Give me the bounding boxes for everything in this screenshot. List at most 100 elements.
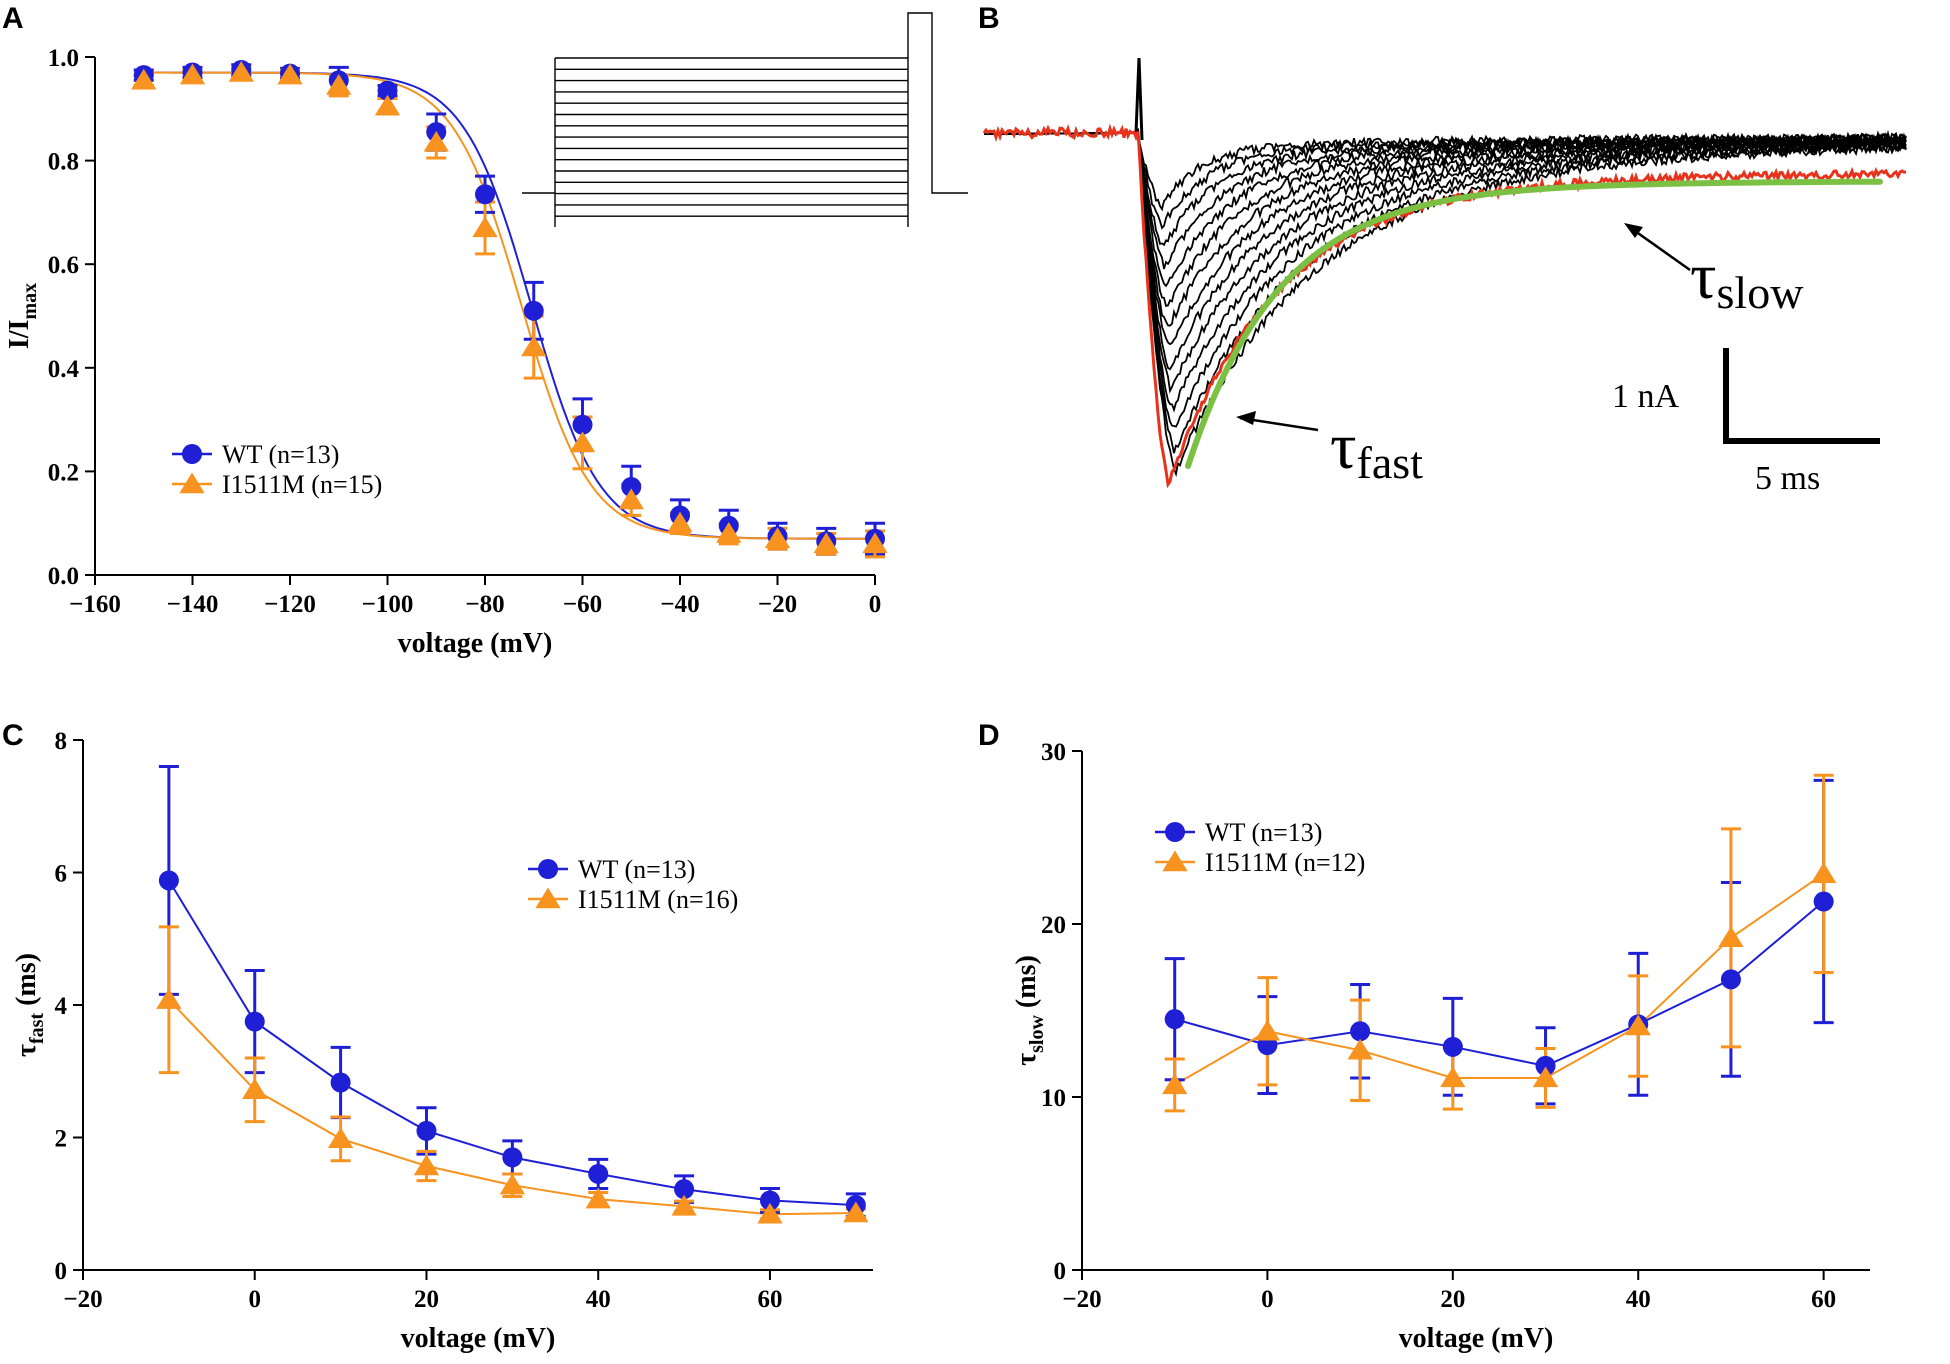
y-axis-label-main: I/I bbox=[4, 320, 35, 350]
i1511m-marker bbox=[179, 472, 205, 494]
i1511m-marker bbox=[472, 216, 498, 238]
current-trace bbox=[983, 132, 1907, 394]
y-axis-label-main: τ bbox=[11, 1044, 42, 1057]
y-tick-label: 20 bbox=[1041, 912, 1066, 939]
i1511m-marker bbox=[1162, 850, 1188, 872]
i1511m-marker bbox=[667, 511, 693, 533]
y-axis-label-subscript: slow bbox=[1026, 1015, 1048, 1053]
y-tick-label: 30 bbox=[1041, 739, 1066, 766]
i1511m-marker bbox=[585, 1187, 611, 1209]
panel-b-current-traces: τfast τslow 1 nA 5 ms bbox=[982, 57, 1907, 497]
x-tick-label: −160 bbox=[69, 591, 121, 618]
wt-marker bbox=[475, 184, 495, 205]
i1511m-marker bbox=[843, 1201, 869, 1223]
i1511m-marker bbox=[326, 73, 352, 95]
i1511m-marker bbox=[1347, 1038, 1373, 1060]
x-tick-label: 0 bbox=[1261, 1286, 1274, 1313]
x-tick-label: −20 bbox=[63, 1286, 102, 1313]
i1511m-marker bbox=[1810, 862, 1837, 884]
i1511m-marker bbox=[131, 68, 157, 90]
x-tick-label: −140 bbox=[167, 591, 219, 618]
i1511m-marker bbox=[1718, 926, 1744, 948]
wt-marker bbox=[502, 1147, 523, 1168]
x-tick-label: 20 bbox=[1440, 1286, 1465, 1313]
i1511m-marker bbox=[1532, 1066, 1559, 1088]
i1511m-marker bbox=[521, 335, 547, 357]
i1511m-marker bbox=[277, 63, 303, 85]
i1511m-marker bbox=[1162, 1073, 1188, 1095]
tau-symbol: τ bbox=[1330, 410, 1357, 483]
i1511m-marker bbox=[764, 527, 791, 548]
i1511m-marker bbox=[757, 1202, 783, 1224]
i1511m-marker bbox=[618, 488, 644, 510]
wt-marker bbox=[416, 1120, 437, 1141]
i1511m-marker bbox=[569, 431, 596, 453]
x-tick-label: −40 bbox=[660, 591, 699, 618]
x-tick-label: 60 bbox=[1811, 1286, 1836, 1313]
y-tick-label: 0.0 bbox=[48, 563, 79, 590]
scale-current-label: 1 nA bbox=[1612, 378, 1680, 415]
panel-letter-c: C bbox=[2, 719, 24, 752]
mutant-fit-line bbox=[143, 71, 875, 540]
panel-letter-b: B bbox=[978, 2, 1000, 35]
tau-slow-subscript: slow bbox=[1717, 267, 1805, 318]
current-trace bbox=[983, 129, 1907, 371]
legend-entry-wt: WT (n=13) bbox=[222, 440, 339, 469]
legend-entry-mutant: I1511M (n=15) bbox=[222, 470, 382, 499]
x-axis-label: voltage (mV) bbox=[401, 1323, 556, 1354]
x-axis-label: voltage (mV) bbox=[1399, 1323, 1554, 1354]
tau-slow-label: τslow bbox=[1690, 240, 1804, 318]
wt-marker bbox=[1350, 1021, 1371, 1042]
y-axis-label: τslow (ms) bbox=[1011, 955, 1048, 1066]
wt-marker bbox=[1165, 822, 1185, 842]
wt-marker bbox=[523, 300, 544, 321]
current-trace bbox=[983, 132, 1907, 428]
wt-marker bbox=[182, 444, 202, 464]
scale-time-label: 5 ms bbox=[1755, 460, 1820, 497]
x-tick-label: −100 bbox=[362, 591, 414, 618]
y-tick-label: 0.8 bbox=[48, 149, 79, 176]
x-tick-label: 0 bbox=[869, 591, 882, 618]
wt-marker bbox=[377, 80, 398, 101]
y-axis-label-unit: (ms) bbox=[11, 953, 42, 1013]
y-tick-label: 0 bbox=[55, 1258, 68, 1285]
wt-marker bbox=[158, 870, 179, 891]
wt-marker bbox=[330, 1072, 351, 1093]
i1511m-marker bbox=[813, 532, 839, 554]
panel-a-chart: −160 −140 −120 −100 −80 −60 −40 −20 0 0.0 0.2 0.4 0.… bbox=[4, 12, 968, 659]
i1511m-marker bbox=[671, 1194, 697, 1216]
y-axis-label-main: τ bbox=[1011, 1053, 1042, 1066]
voltage-protocol-inset bbox=[522, 12, 968, 227]
wt-marker bbox=[1164, 1009, 1185, 1030]
panel-letter-a: A bbox=[2, 2, 24, 35]
y-tick-label: 2 bbox=[55, 1126, 68, 1153]
i1511m-marker bbox=[862, 532, 888, 554]
current-trace bbox=[983, 132, 1907, 288]
x-tick-label: −120 bbox=[264, 591, 316, 618]
i1511m-marker bbox=[327, 1127, 354, 1149]
wt-marker bbox=[1442, 1036, 1463, 1057]
y-tick-label: 6 bbox=[55, 861, 68, 888]
y-axis-label-subscript: fast bbox=[26, 1013, 48, 1044]
wt-marker bbox=[244, 1011, 265, 1032]
x-tick-label: 40 bbox=[586, 1286, 611, 1313]
x-tick-label: −80 bbox=[465, 591, 504, 618]
panel-letter-d: D bbox=[978, 719, 1000, 752]
wt-marker bbox=[1535, 1055, 1556, 1076]
mutant-series-line bbox=[1174, 872, 1825, 1086]
y-tick-label: 0 bbox=[1054, 1258, 1067, 1285]
i1511m-marker bbox=[228, 61, 254, 82]
i1511m-marker bbox=[1254, 1019, 1281, 1041]
legend-entry-wt: WT (n=13) bbox=[578, 855, 695, 884]
i1511m-marker bbox=[1440, 1066, 1466, 1088]
stimulus-artifact bbox=[1134, 57, 1144, 141]
x-axis-label: voltage (mV) bbox=[398, 628, 553, 659]
i1511m-marker bbox=[374, 94, 401, 116]
exponential-fit-curve bbox=[1185, 178, 1883, 469]
scale-bar bbox=[1723, 348, 1880, 444]
current-trace bbox=[983, 128, 1907, 413]
i1511m-marker bbox=[156, 988, 182, 1009]
wt-series-line bbox=[1174, 900, 1825, 1067]
